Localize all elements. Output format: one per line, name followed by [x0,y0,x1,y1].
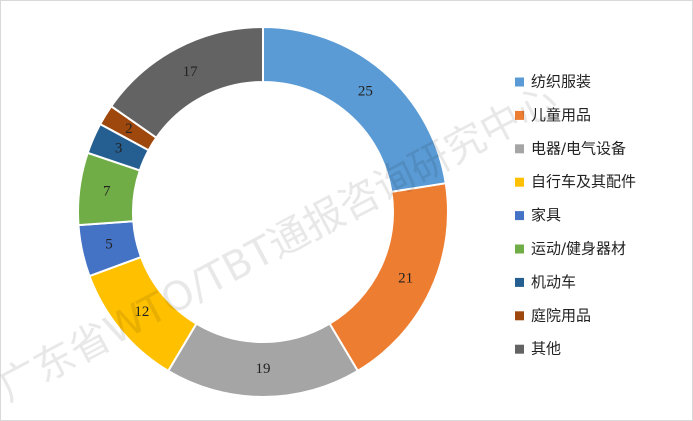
legend-swatch [515,144,524,154]
legend-swatch [515,177,524,187]
legend-swatch [515,311,524,321]
legend-swatch [515,277,524,287]
plot: 25 21 19 12 5 7 32 17 [77,25,449,398]
data-label: 3 [115,141,123,157]
data-label: 21 [398,270,413,286]
legend-swatch [515,344,524,354]
legend-label: 电器/电气设备 [531,139,626,157]
data-label: 5 [105,237,113,253]
data-label: 2 [125,121,133,137]
data-label: 12 [134,304,149,320]
data-label: 7 [103,183,111,199]
data-label: 19 [256,361,271,377]
data-label: 17 [183,64,199,80]
legend-swatch [515,244,524,254]
legend-swatch [515,211,524,221]
legend-label: 纺织服装 [531,73,591,91]
legend-label: 庭院用品 [531,306,591,324]
legend-label: 机动车 [531,273,576,291]
legend-swatch [515,77,524,87]
legend-label: 儿童用品 [531,106,591,124]
legend-swatch [515,110,524,120]
legend-label: 运动/健身器材 [531,240,626,258]
legend-label: 其他 [531,340,561,358]
donut-slice [109,25,264,140]
data-label: 25 [358,84,373,100]
legend-label: 家具 [531,206,561,224]
legend-label: 自行车及其配件 [531,173,636,191]
